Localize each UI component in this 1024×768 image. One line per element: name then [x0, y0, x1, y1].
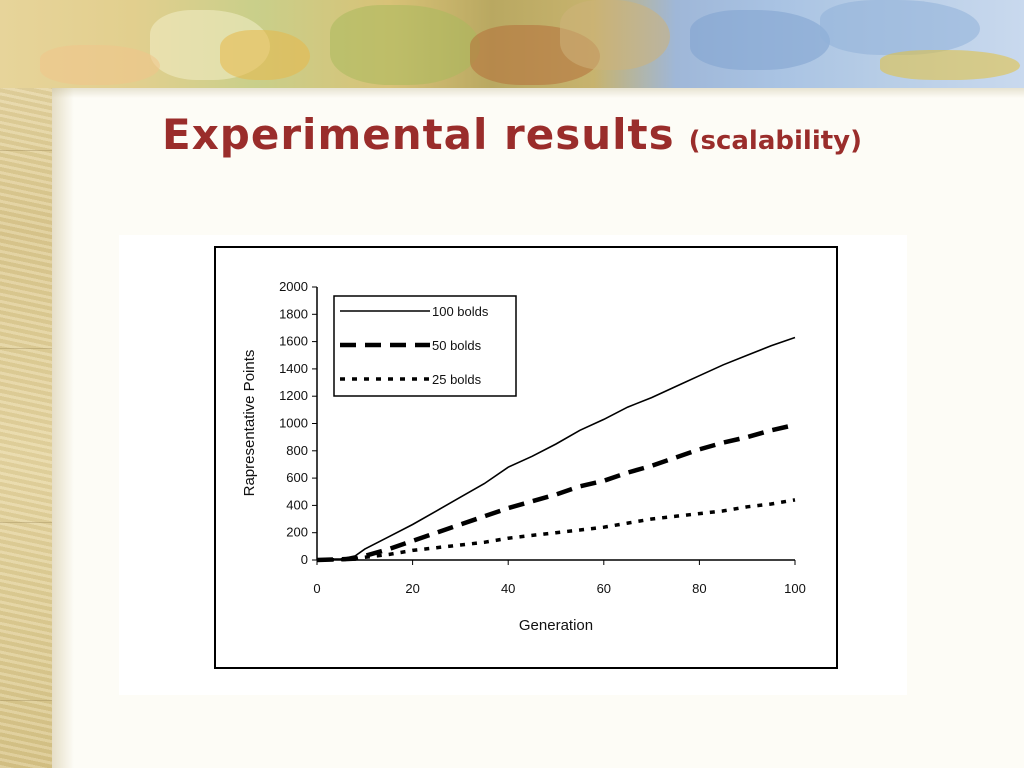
legend-label: 100 bolds — [432, 304, 489, 319]
y-tick-label: 2000 — [279, 279, 308, 294]
decorative-banner — [0, 0, 1024, 88]
title-sub: (scalability) — [688, 126, 862, 156]
y-tick-label: 1600 — [279, 334, 308, 349]
y-tick-label: 1400 — [279, 361, 308, 376]
banner-shadow — [52, 88, 1024, 98]
slide-title: Experimental results (scalability) — [0, 110, 1024, 159]
y-tick-label: 1200 — [279, 388, 308, 403]
x-tick-label: 40 — [501, 581, 515, 596]
y-tick-label: 1000 — [279, 416, 308, 431]
title-main: Experimental results — [162, 110, 675, 159]
y-tick-label: 200 — [286, 525, 308, 540]
chart-frame — [214, 246, 838, 669]
x-axis-title: Generation — [519, 617, 593, 634]
y-tick-label: 600 — [286, 470, 308, 485]
x-tick-label: 0 — [313, 581, 320, 596]
parchment-stripe — [0, 0, 52, 768]
legend-label: 50 bolds — [432, 338, 482, 353]
series-line-1 — [316, 336, 796, 561]
y-tick-label: 400 — [286, 497, 308, 512]
y-axis-title: Rapresentative Points — [241, 350, 258, 497]
y-tick-label: 0 — [301, 552, 308, 567]
x-tick-label: 80 — [692, 581, 706, 596]
stripe-shadow — [52, 0, 74, 768]
series-line-2 — [316, 422, 796, 563]
y-tick-label: 1800 — [279, 306, 308, 321]
series-line-3 — [316, 498, 796, 562]
legend-label: 25 bolds — [432, 372, 482, 387]
y-tick-label: 800 — [286, 443, 308, 458]
x-tick-label: 100 — [784, 581, 806, 596]
x-tick-label: 60 — [597, 581, 611, 596]
x-tick-label: 20 — [405, 581, 419, 596]
